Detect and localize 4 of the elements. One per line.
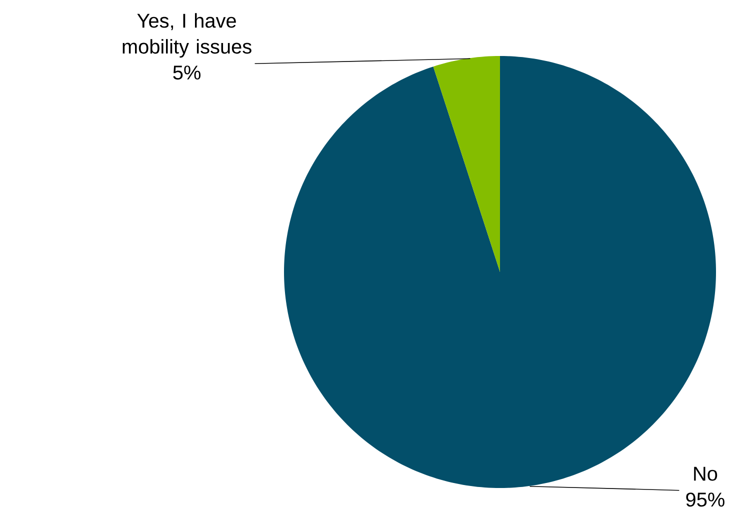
data-label: 95% — [686, 492, 724, 507]
data-label: 5% — [173, 66, 200, 80]
slice-label: Yes, I have mobility issues — [122, 13, 252, 58]
slice-label: No — [694, 466, 718, 481]
